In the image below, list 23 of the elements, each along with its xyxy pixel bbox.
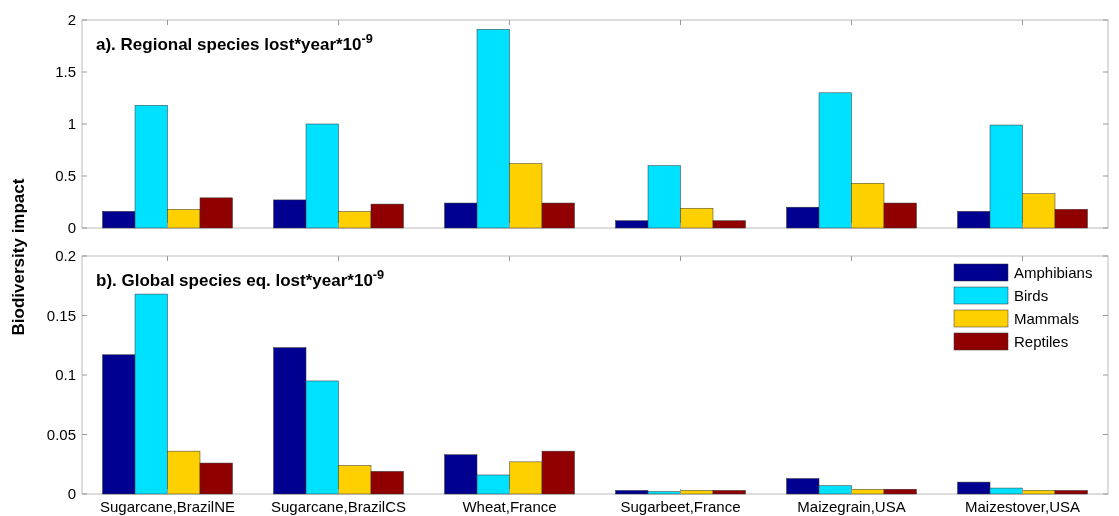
y-tick-label: 2 [67,11,76,29]
y-tick-label: 1.5 [55,63,76,81]
x-tick-label: Wheat,France [462,498,557,515]
y-tick-label: 0.05 [46,425,76,443]
y-tick-label: 0 [67,219,76,237]
legend-label: Amphibians [1014,264,1093,281]
text: b). Global species eq. lost*year*10$^{-9}$ [96,266,385,290]
y-tick-label: 0.1 [55,366,76,384]
x-tick-label: Maizegrain,USA [797,498,906,515]
x-tick-label: Sugarbeet,France [620,498,741,515]
x-tick-label: Maizestover,USA [964,498,1081,515]
y-tick-label: 1 [67,115,76,133]
y-axis-title: Biodiversity impact [9,178,28,336]
legend-label: Reptiles [1014,333,1069,350]
x-tick-label: Sugarcane,BrazilCS [270,498,407,515]
y-tick-label: 0.5 [55,167,76,185]
y-tick-label: 0.2 [55,247,76,265]
legend-label: Birds [1014,287,1049,304]
legend-label: Mammals [1014,310,1080,327]
y-tick-label: 0 [67,485,76,503]
text: a). Regional species lost*year*10$^{-9}$ [96,30,373,54]
x-tick-label: Sugarcane,BrazilNE [99,498,236,515]
y-tick-label: 0.15 [46,306,76,324]
